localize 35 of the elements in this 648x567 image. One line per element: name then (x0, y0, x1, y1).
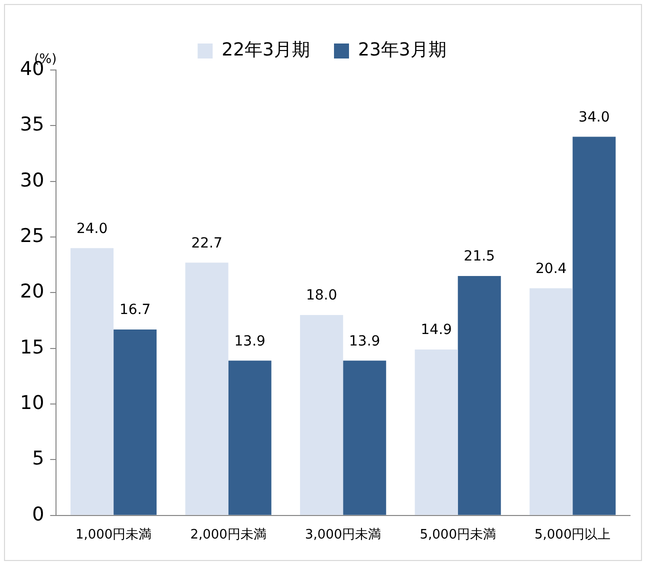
data-label: 18.0 (306, 288, 338, 304)
y-tick-label: 20 (20, 280, 44, 303)
data-label: 13.9 (234, 333, 266, 350)
bar (414, 349, 458, 515)
y-tick-label: 0 (32, 503, 44, 526)
y-tick-label: 30 (20, 169, 44, 192)
bar (228, 360, 272, 515)
legend-label: 23年3月期 (358, 40, 446, 61)
data-label: 13.9 (349, 333, 380, 350)
y-tick-label: 25 (20, 224, 44, 247)
y-tick-label: 35 (20, 114, 44, 136)
bar (70, 248, 114, 515)
data-label: 16.7 (119, 302, 151, 318)
bar (343, 360, 386, 515)
bar (572, 136, 616, 515)
data-label: 24.0 (76, 220, 108, 237)
x-tick-label: 5,000円未満 (420, 528, 496, 543)
data-label: 21.5 (464, 248, 495, 265)
bar (530, 288, 573, 515)
bar (114, 329, 157, 515)
y-tick-label: 15 (20, 336, 44, 358)
data-label: 20.4 (536, 260, 567, 277)
bar (300, 314, 344, 515)
bar (185, 262, 228, 515)
y-tick-label: 5 (32, 448, 44, 470)
x-tick-label: 2,000円未満 (190, 528, 266, 543)
bar (458, 276, 501, 515)
legend-label: 22年3月期 (222, 40, 310, 61)
x-tick-label: 3,000円未満 (304, 528, 382, 543)
x-tick-label: 5,000円以上 (534, 528, 611, 543)
x-tick-label: 1,000円未満 (75, 528, 152, 543)
y-tick-label: 10 (20, 392, 44, 414)
data-label: 22.7 (191, 235, 222, 252)
data-label: 14.9 (420, 322, 452, 338)
data-label: 34.0 (578, 109, 610, 126)
